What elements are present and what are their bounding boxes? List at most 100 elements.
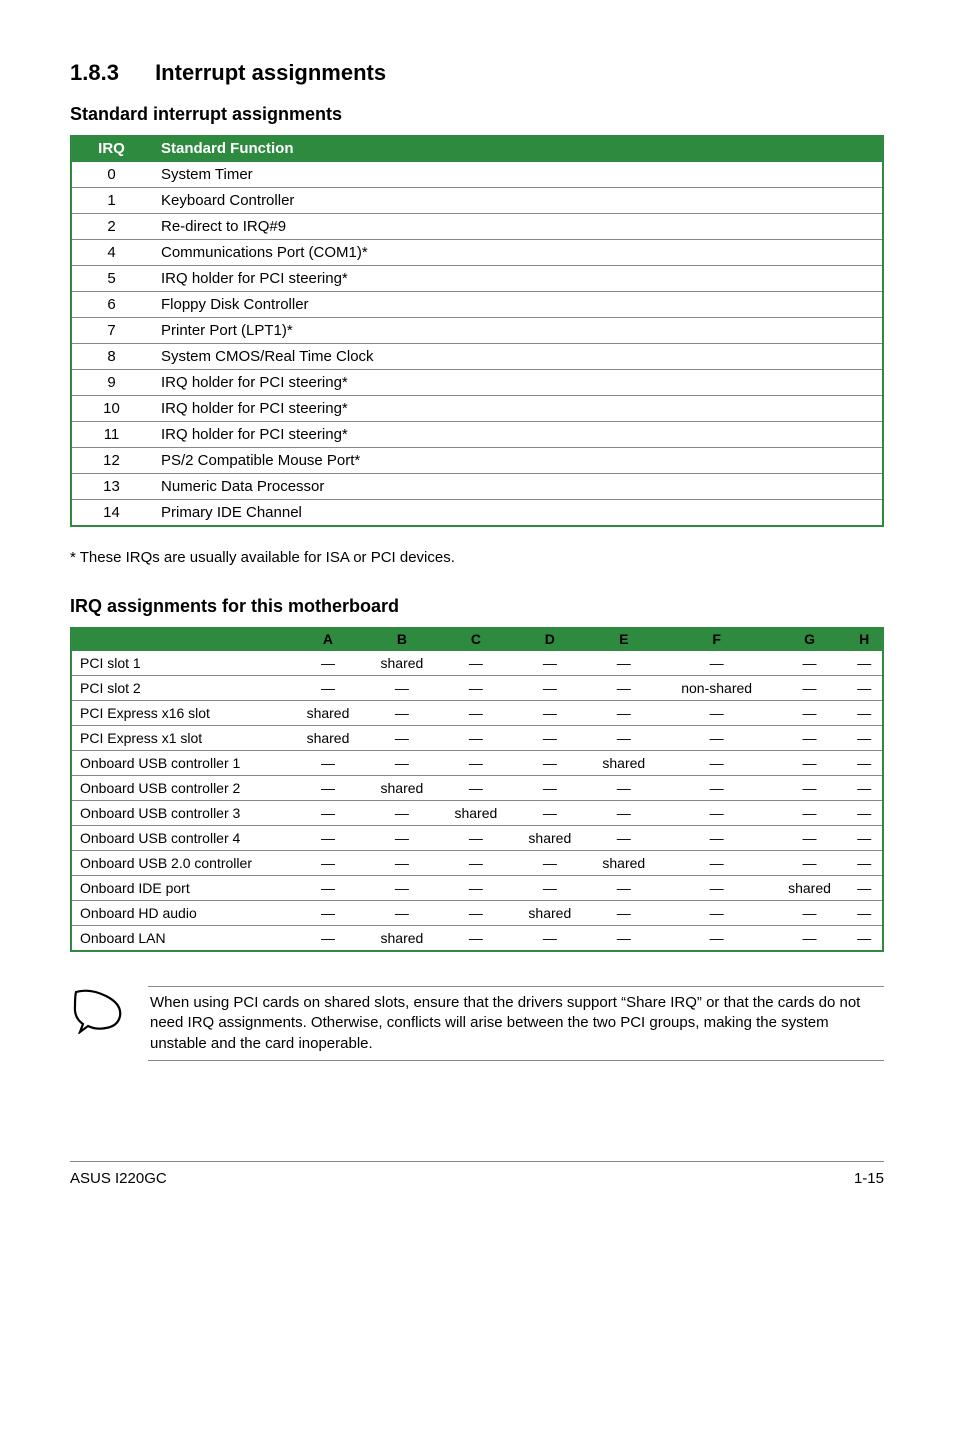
table-row: Onboard LAN—shared——————: [71, 926, 883, 952]
note-block: When using PCI cards on shared slots, en…: [70, 986, 884, 1061]
irq-assignments-table: ABCDEFGH PCI slot 1—shared——————PCI slot…: [70, 627, 884, 952]
table-row: 4Communications Port (COM1)*: [71, 240, 883, 266]
table-row: 10IRQ holder for PCI steering*: [71, 396, 883, 422]
table-cell: —: [365, 676, 439, 701]
table-row: 2Re-direct to IRQ#9: [71, 214, 883, 240]
table-row: 7Printer Port (LPT1)*: [71, 318, 883, 344]
table-cell: System CMOS/Real Time Clock: [151, 344, 883, 370]
table-cell: —: [365, 726, 439, 751]
table-cell: —: [587, 901, 661, 926]
table-row: 5IRQ holder for PCI steering*: [71, 266, 883, 292]
table-cell: —: [439, 901, 513, 926]
table-row: Onboard USB controller 4———shared————: [71, 826, 883, 851]
table-cell: IRQ holder for PCI steering*: [151, 266, 883, 292]
table-row: 14Primary IDE Channel: [71, 500, 883, 527]
table-cell: shared: [291, 701, 365, 726]
table-cell: —: [439, 876, 513, 901]
table-cell: PCI Express x16 slot: [71, 701, 291, 726]
table-cell: Onboard HD audio: [71, 901, 291, 926]
table-cell: —: [291, 851, 365, 876]
table-cell: —: [365, 901, 439, 926]
table-cell: —: [661, 801, 773, 826]
table-header-cell: IRQ: [71, 135, 151, 162]
table-cell: —: [439, 776, 513, 801]
table-row: Onboard HD audio———shared————: [71, 901, 883, 926]
table-cell: —: [291, 926, 365, 952]
table-cell: —: [773, 926, 847, 952]
table-cell: —: [513, 751, 587, 776]
table-cell: 14: [71, 500, 151, 527]
table-row: 12PS/2 Compatible Mouse Port*: [71, 448, 883, 474]
table-cell: —: [661, 701, 773, 726]
table-cell: —: [291, 901, 365, 926]
table-cell: —: [291, 651, 365, 676]
table-cell: —: [513, 676, 587, 701]
table-cell: non-shared: [661, 676, 773, 701]
table-cell: System Timer: [151, 162, 883, 188]
table-cell: shared: [587, 751, 661, 776]
table-cell: —: [513, 926, 587, 952]
table-cell: —: [365, 826, 439, 851]
table-cell: —: [846, 776, 883, 801]
table-cell: Communications Port (COM1)*: [151, 240, 883, 266]
table-cell: 12: [71, 448, 151, 474]
table-cell: 9: [71, 370, 151, 396]
table-cell: —: [439, 701, 513, 726]
table-cell: —: [439, 676, 513, 701]
table-cell: —: [773, 676, 847, 701]
table-cell: —: [587, 801, 661, 826]
table-cell: —: [587, 876, 661, 901]
note-icon: [70, 986, 126, 1039]
table-cell: Onboard USB controller 2: [71, 776, 291, 801]
table-cell: —: [661, 876, 773, 901]
table-header-row: IRQStandard Function: [71, 135, 883, 162]
table-cell: —: [365, 851, 439, 876]
table-cell: —: [291, 826, 365, 851]
table-cell: 4: [71, 240, 151, 266]
table-cell: —: [587, 726, 661, 751]
table-header-cell: [71, 627, 291, 651]
subheading-standard: Standard interrupt assignments: [70, 104, 884, 125]
table-cell: —: [365, 701, 439, 726]
table-cell: shared: [513, 901, 587, 926]
table-cell: Primary IDE Channel: [151, 500, 883, 527]
table-cell: —: [846, 851, 883, 876]
table-header-cell: Standard Function: [151, 135, 883, 162]
table-cell: 8: [71, 344, 151, 370]
table-row: 1Keyboard Controller: [71, 188, 883, 214]
table-header-row: ABCDEFGH: [71, 627, 883, 651]
table-cell: Printer Port (LPT1)*: [151, 318, 883, 344]
table-cell: —: [773, 751, 847, 776]
table-row: PCI Express x16 slotshared———————: [71, 701, 883, 726]
table-cell: —: [773, 826, 847, 851]
table-cell: —: [439, 651, 513, 676]
table-cell: —: [846, 826, 883, 851]
table-cell: —: [513, 776, 587, 801]
table-cell: shared: [587, 851, 661, 876]
table-header-cell: C: [439, 627, 513, 651]
table-cell: —: [661, 851, 773, 876]
table-cell: —: [846, 801, 883, 826]
table-cell: —: [513, 701, 587, 726]
table-cell: —: [661, 776, 773, 801]
section-heading: 1.8.3 Interrupt assignments: [70, 60, 884, 86]
table-cell: shared: [439, 801, 513, 826]
table-cell: PS/2 Compatible Mouse Port*: [151, 448, 883, 474]
table-cell: —: [365, 801, 439, 826]
table-cell: —: [846, 701, 883, 726]
table-cell: Numeric Data Processor: [151, 474, 883, 500]
table-cell: Re-direct to IRQ#9: [151, 214, 883, 240]
table-cell: Onboard USB 2.0 controller: [71, 851, 291, 876]
table-cell: PCI slot 2: [71, 676, 291, 701]
table-cell: 7: [71, 318, 151, 344]
table-header-cell: F: [661, 627, 773, 651]
table-cell: —: [365, 876, 439, 901]
table-cell: —: [661, 901, 773, 926]
table-cell: PCI Express x1 slot: [71, 726, 291, 751]
table-row: 0System Timer: [71, 162, 883, 188]
table-row: 11IRQ holder for PCI steering*: [71, 422, 883, 448]
page-footer: ASUS I220GC 1-15: [70, 1161, 884, 1187]
table-cell: —: [846, 901, 883, 926]
table-row: Onboard USB controller 3——shared—————: [71, 801, 883, 826]
table-cell: 13: [71, 474, 151, 500]
